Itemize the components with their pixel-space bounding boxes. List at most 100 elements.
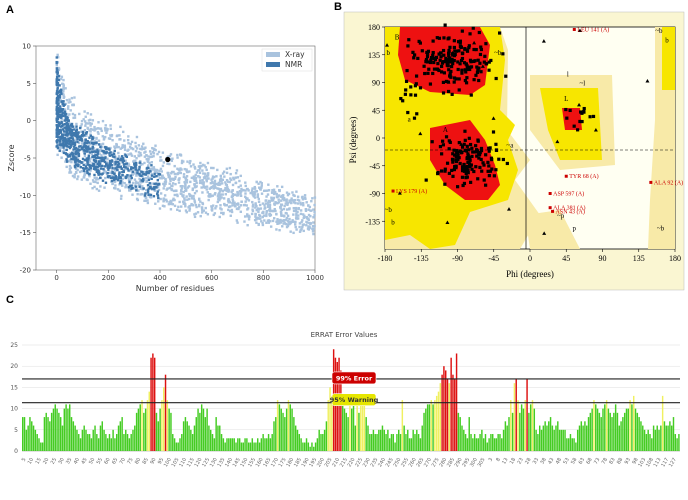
zscore-point xyxy=(105,127,108,130)
panel-letter-a: A xyxy=(6,4,14,16)
zscore-point xyxy=(181,184,184,188)
zscore-point xyxy=(58,93,62,97)
zscore-point xyxy=(239,192,242,195)
region-labels: Bb ~bAa~aLl~lp~p~bb~b~bb xyxy=(385,27,670,232)
zscore-point xyxy=(157,200,160,203)
residue-point xyxy=(429,58,433,62)
zscore-point xyxy=(85,167,88,170)
zscore-point xyxy=(302,229,305,233)
errat-bar xyxy=(365,417,367,451)
zscore-point xyxy=(250,189,254,192)
zscore-point xyxy=(230,195,234,198)
zscore-point xyxy=(213,185,217,188)
errat-bar xyxy=(246,438,248,451)
zscore-point xyxy=(215,205,218,208)
zscore-point xyxy=(272,190,276,193)
glycine-point xyxy=(542,231,547,235)
zscore-point xyxy=(86,112,89,115)
zscore-point xyxy=(65,144,68,148)
residue-point xyxy=(420,49,424,53)
zscore-point xyxy=(296,198,300,202)
zscore-point xyxy=(108,159,112,163)
zscore-point xyxy=(108,148,111,151)
zscore-point xyxy=(78,112,81,116)
zscore-point xyxy=(119,147,122,150)
zscore-point xyxy=(268,203,272,207)
residue-point xyxy=(441,143,445,147)
zscore-point xyxy=(112,160,115,164)
errat-bar xyxy=(499,434,501,451)
errat-x-tick-label: 100 xyxy=(163,457,173,468)
zscore-point xyxy=(65,125,68,129)
zscore-point xyxy=(103,127,107,130)
zscore-point xyxy=(68,137,72,140)
zscore-y-tick-label: -10 xyxy=(20,192,31,200)
zscore-point xyxy=(100,167,103,170)
zscore-point xyxy=(134,185,138,188)
zscore-point xyxy=(126,174,129,177)
errat-x-tick-label: 245 xyxy=(385,457,395,468)
errat-bar xyxy=(604,404,606,451)
zscore-point xyxy=(121,157,125,160)
residue-point xyxy=(445,61,449,65)
errat-x-tick-label: 117 xyxy=(660,457,670,468)
errat-bar xyxy=(313,446,315,451)
errat-bar xyxy=(237,438,239,451)
zscore-point xyxy=(166,171,169,175)
zscore-point xyxy=(127,186,130,189)
zscore-point xyxy=(83,173,87,176)
zscore-point xyxy=(58,146,61,149)
zscore-point xyxy=(108,163,111,167)
zscore-point xyxy=(71,112,75,116)
zscore-point xyxy=(176,172,179,176)
zscore-point xyxy=(208,193,211,196)
errat-y-tick-label: 20 xyxy=(10,363,18,370)
zscore-point xyxy=(278,189,281,193)
zscore-point xyxy=(309,222,313,225)
zscore-point xyxy=(93,129,96,132)
residue-point xyxy=(439,55,443,59)
zscore-point xyxy=(238,189,242,193)
zscore-point xyxy=(244,184,247,188)
errat-x-tick-label: 108 xyxy=(645,457,655,468)
errat-bar xyxy=(363,400,366,451)
residue-point xyxy=(461,51,465,55)
residue-point xyxy=(475,154,479,158)
zscore-point xyxy=(184,177,188,180)
zscore-point xyxy=(114,161,118,164)
residue-point xyxy=(494,142,498,146)
zscore-point xyxy=(119,158,122,162)
residue-point xyxy=(454,159,459,164)
errat-x-tick-label: 190 xyxy=(301,457,311,468)
zscore-point xyxy=(75,157,78,160)
zscore-point xyxy=(127,142,130,145)
zscore-point xyxy=(123,148,127,152)
zscore-point xyxy=(177,205,180,209)
zscore-point xyxy=(312,208,315,211)
errat-x-tick-label: 70 xyxy=(119,457,127,466)
zscore-point xyxy=(104,147,108,151)
zscore-point xyxy=(312,227,316,230)
zscore-point xyxy=(106,157,109,160)
zscore-point xyxy=(140,192,144,196)
zscore-point xyxy=(58,139,61,142)
zscore-point xyxy=(235,202,239,206)
zscore-point xyxy=(156,183,159,186)
residue-point xyxy=(414,74,419,78)
errat-bar xyxy=(191,434,194,451)
zscore-point xyxy=(147,160,150,163)
errat-bar xyxy=(244,438,246,451)
errat-bar xyxy=(459,417,461,451)
zscore-point xyxy=(307,204,310,207)
zscore-point xyxy=(55,83,59,87)
zscore-point xyxy=(86,163,90,166)
outlier-point xyxy=(548,192,552,195)
zscore-point xyxy=(233,193,237,196)
residue-point xyxy=(582,106,586,111)
zscore-point xyxy=(65,130,68,133)
zscore-point xyxy=(301,219,304,222)
outlier-point xyxy=(649,180,653,184)
zscore-point xyxy=(121,161,124,164)
residue-point xyxy=(464,172,468,176)
residue-point xyxy=(468,158,472,162)
